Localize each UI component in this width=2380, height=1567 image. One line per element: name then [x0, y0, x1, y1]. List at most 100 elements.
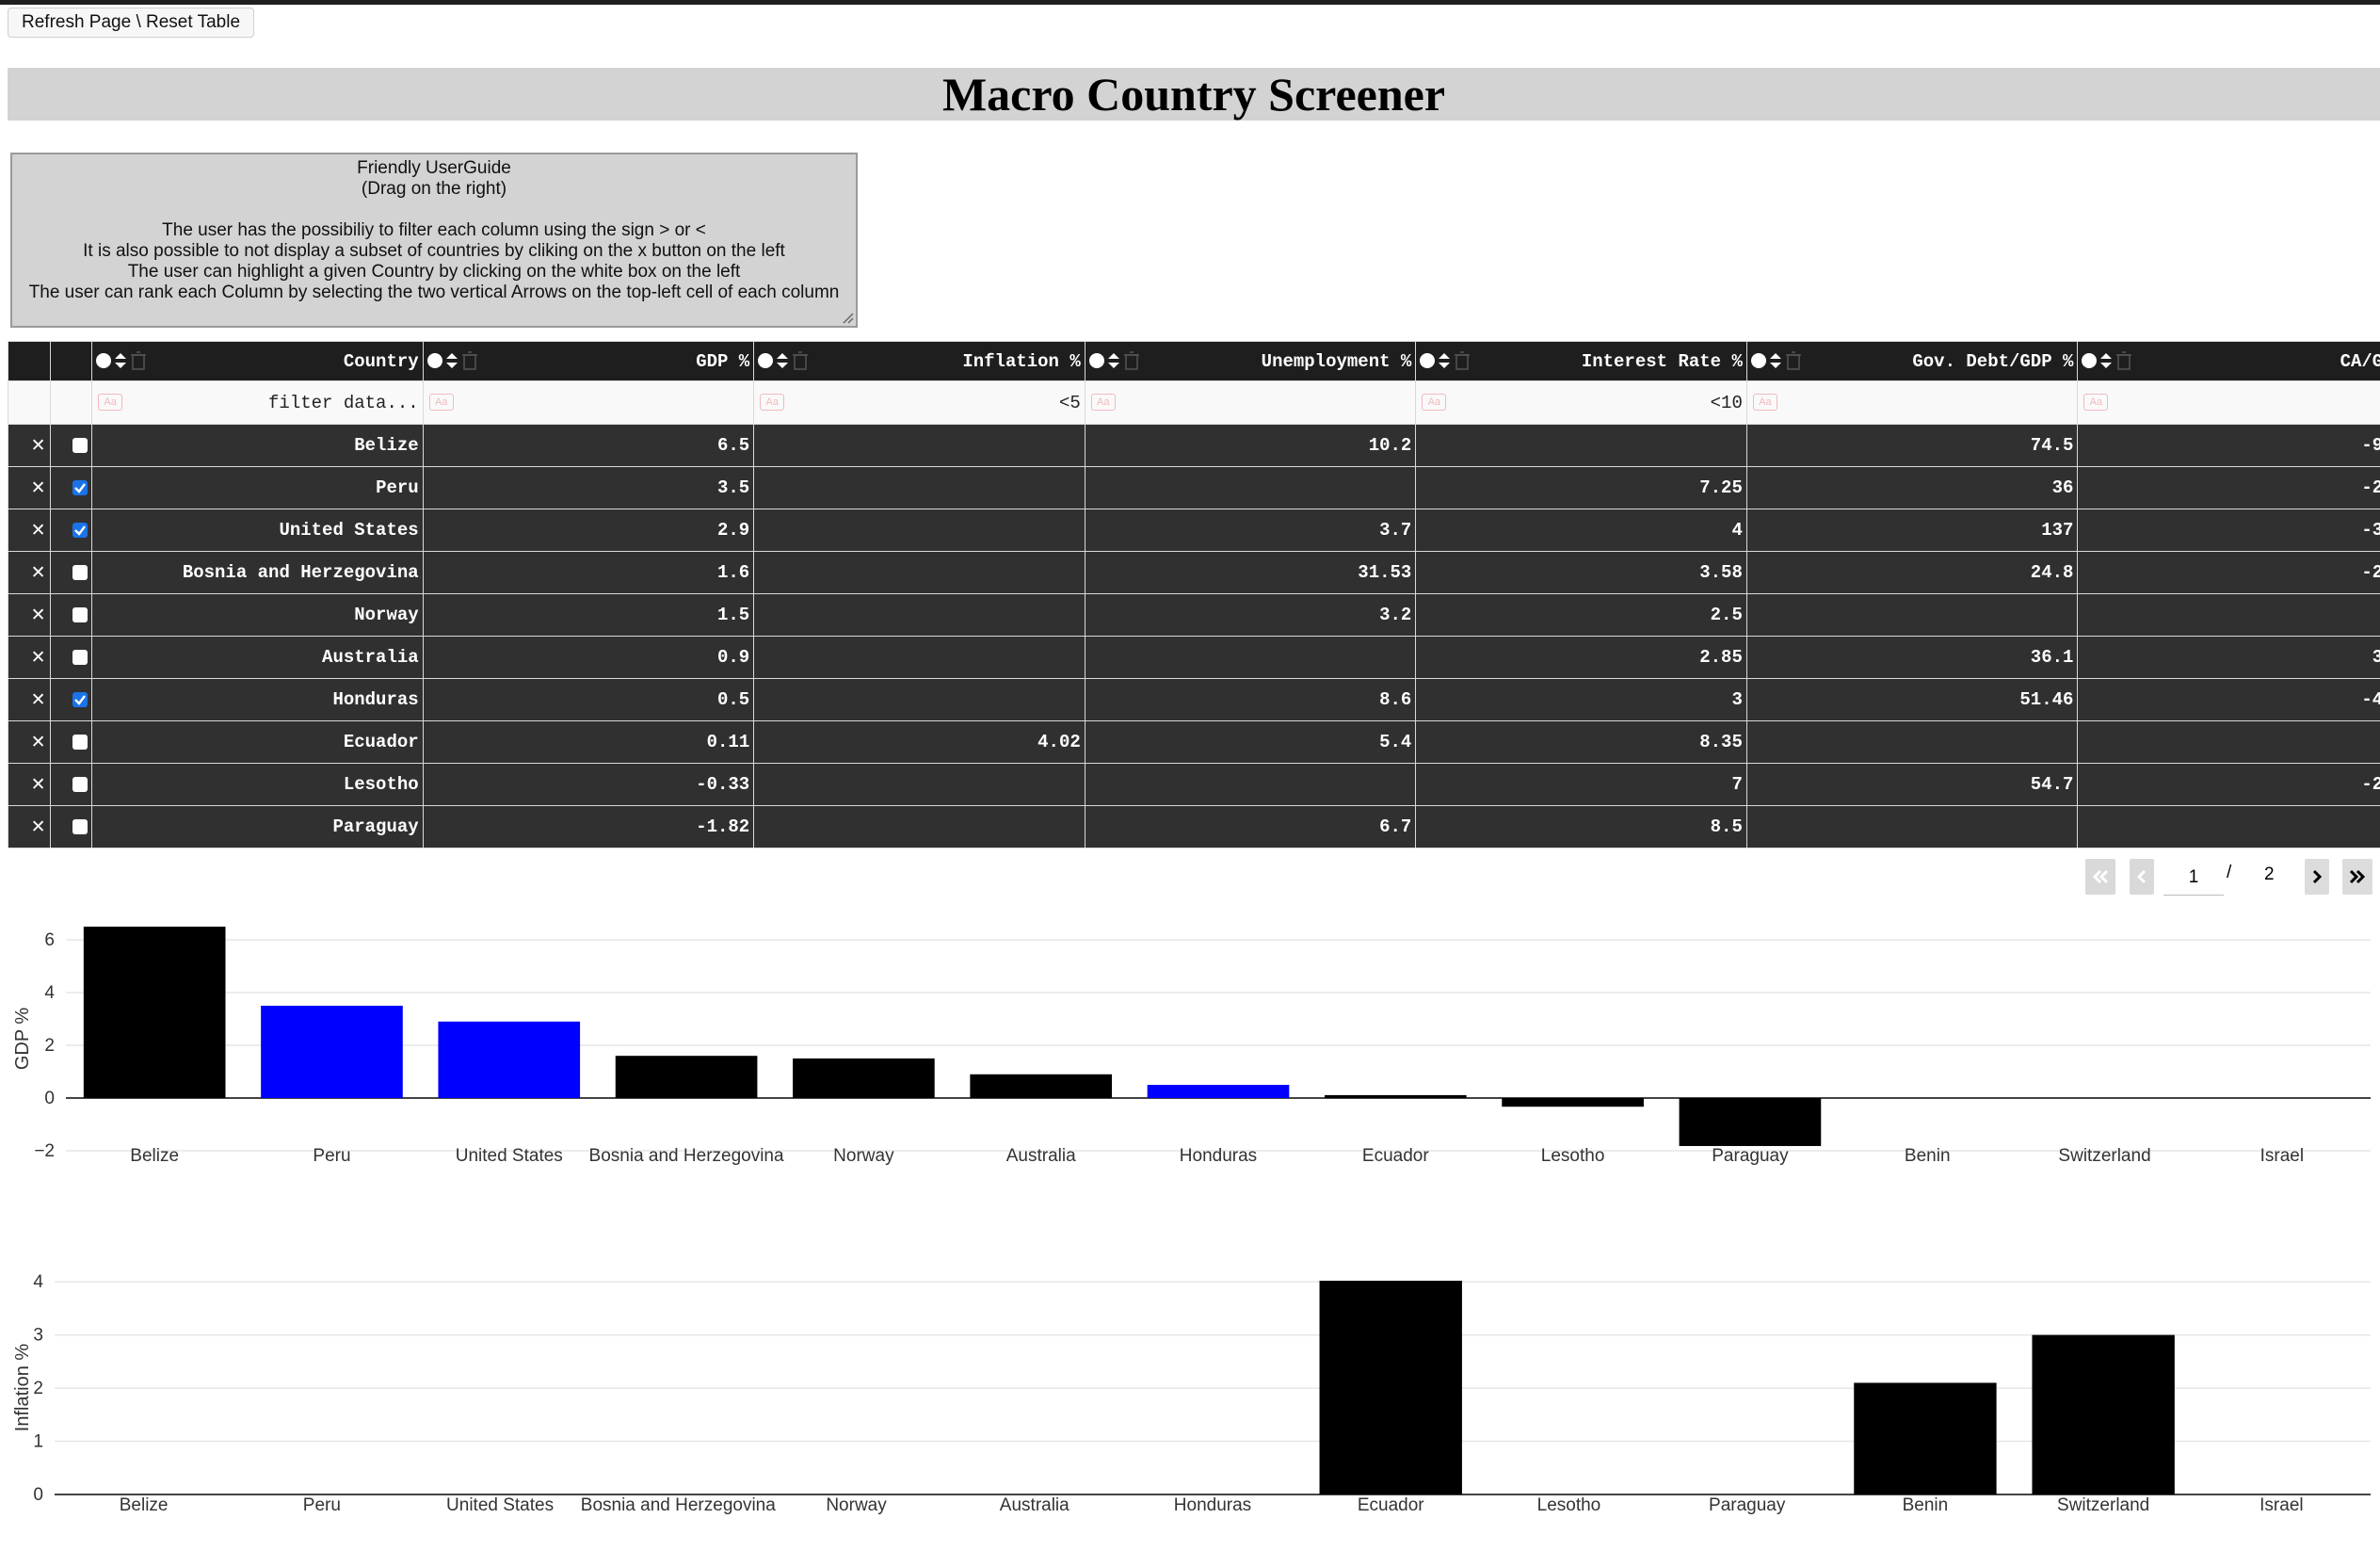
trash-icon[interactable] [1123, 350, 1140, 371]
select-column-icon[interactable] [427, 353, 442, 368]
highlight-checkbox-cell[interactable] [50, 637, 92, 679]
cell-unemployment[interactable]: 10.2 [1085, 425, 1416, 467]
trash-icon[interactable] [2115, 350, 2132, 371]
cell-gov-debt-gdp[interactable]: 74.5 [1746, 425, 2078, 467]
cell-ca-gdp[interactable] [2078, 721, 2380, 764]
cell-ca-gdp[interactable]: -4.3 [2078, 679, 2380, 721]
cell-country[interactable]: Lesotho [92, 764, 424, 806]
filter-cell-unemployment[interactable]: Aa [1085, 381, 1416, 425]
trash-icon[interactable] [1454, 350, 1471, 371]
sort-arrows-icon[interactable] [114, 351, 127, 370]
refresh-reset-button[interactable]: Refresh Page \ Reset Table [8, 8, 254, 38]
sort-arrows-icon[interactable] [1438, 351, 1451, 370]
cell-gov-debt-gdp[interactable]: 137 [1746, 509, 2078, 552]
column-header-gdp[interactable]: GDP % [423, 342, 754, 381]
column-header-interest-rate[interactable]: Interest Rate % [1416, 342, 1747, 381]
cell-country[interactable]: Peru [92, 467, 424, 509]
cell-inflation[interactable] [754, 637, 1085, 679]
delete-row-button[interactable]: ✕ [8, 764, 51, 806]
resize-grip-icon[interactable] [841, 311, 854, 324]
delete-row-button[interactable]: ✕ [8, 425, 51, 467]
cell-inflation[interactable] [754, 509, 1085, 552]
cell-country[interactable]: Bosnia and Herzegovina [92, 552, 424, 594]
cell-interest-rate[interactable]: 2.85 [1416, 637, 1747, 679]
trash-icon[interactable] [792, 350, 809, 371]
trash-icon[interactable] [461, 350, 478, 371]
sort-arrows-icon[interactable] [2099, 351, 2113, 370]
cell-gdp[interactable]: 0.11 [423, 721, 754, 764]
cell-inflation[interactable] [754, 764, 1085, 806]
sort-arrows-icon[interactable] [445, 351, 458, 370]
case-sensitive-toggle[interactable]: Aa [1753, 394, 1777, 411]
cell-interest-rate[interactable]: 8.35 [1416, 721, 1747, 764]
highlight-checkbox[interactable] [72, 692, 88, 707]
cell-gov-debt-gdp[interactable] [1746, 806, 2078, 848]
cell-gdp[interactable]: 0.5 [423, 679, 754, 721]
case-sensitive-toggle[interactable]: Aa [429, 394, 454, 411]
highlight-checkbox-cell[interactable] [50, 552, 92, 594]
cell-unemployment[interactable]: 31.53 [1085, 552, 1416, 594]
cell-gdp[interactable]: -1.82 [423, 806, 754, 848]
cell-inflation[interactable] [754, 552, 1085, 594]
delete-row-button[interactable]: ✕ [8, 679, 51, 721]
cell-unemployment[interactable]: 3.7 [1085, 509, 1416, 552]
highlight-checkbox[interactable] [72, 819, 88, 834]
cell-inflation[interactable] [754, 594, 1085, 637]
delete-row-button[interactable]: ✕ [8, 637, 51, 679]
cell-inflation[interactable] [754, 425, 1085, 467]
column-header-unemployment[interactable]: Unemployment % [1085, 342, 1416, 381]
cell-ca-gdp[interactable]: -9.2 [2078, 425, 2380, 467]
case-sensitive-toggle[interactable]: Aa [98, 394, 122, 411]
cell-inflation[interactable] [754, 679, 1085, 721]
case-sensitive-toggle[interactable]: Aa [2083, 394, 2108, 411]
filter-cell-interest-rate[interactable]: Aa <10 [1416, 381, 1747, 425]
cell-gov-debt-gdp[interactable]: 36.1 [1746, 637, 2078, 679]
cell-interest-rate[interactable]: 7.25 [1416, 467, 1747, 509]
cell-unemployment[interactable]: 6.7 [1085, 806, 1416, 848]
cell-country[interactable]: Ecuador [92, 721, 424, 764]
delete-row-button[interactable]: ✕ [8, 509, 51, 552]
select-column-icon[interactable] [1089, 353, 1104, 368]
case-sensitive-toggle[interactable]: Aa [1091, 394, 1116, 411]
filter-cell-ca-gdp[interactable]: Aa [2078, 381, 2380, 425]
cell-unemployment[interactable] [1085, 764, 1416, 806]
cell-gdp[interactable]: 0.9 [423, 637, 754, 679]
last-page-button[interactable] [2342, 859, 2372, 895]
cell-gov-debt-gdp[interactable]: 24.8 [1746, 552, 2078, 594]
cell-inflation[interactable]: 4.02 [754, 721, 1085, 764]
highlight-checkbox[interactable] [72, 523, 88, 538]
highlight-checkbox[interactable] [72, 438, 88, 453]
cell-inflation[interactable] [754, 806, 1085, 848]
first-page-button[interactable] [2085, 859, 2115, 895]
cell-gdp[interactable]: 1.6 [423, 552, 754, 594]
highlight-checkbox[interactable] [72, 650, 88, 665]
highlight-checkbox-cell[interactable] [50, 509, 92, 552]
cell-country[interactable]: Belize [92, 425, 424, 467]
cell-unemployment[interactable] [1085, 467, 1416, 509]
delete-row-button[interactable]: ✕ [8, 467, 51, 509]
user-guide-textarea[interactable]: Friendly UserGuide (Drag on the right) T… [10, 153, 858, 328]
highlight-checkbox-cell[interactable] [50, 425, 92, 467]
highlight-checkbox-cell[interactable] [50, 721, 92, 764]
cell-unemployment[interactable]: 5.4 [1085, 721, 1416, 764]
highlight-checkbox-cell[interactable] [50, 594, 92, 637]
select-column-icon[interactable] [758, 353, 773, 368]
cell-gdp[interactable]: 1.5 [423, 594, 754, 637]
select-column-icon[interactable] [1751, 353, 1766, 368]
cell-gdp[interactable]: -0.33 [423, 764, 754, 806]
highlight-checkbox[interactable] [72, 735, 88, 750]
select-column-icon[interactable] [2082, 353, 2097, 368]
highlight-checkbox[interactable] [72, 480, 88, 495]
cell-gov-debt-gdp[interactable]: 54.7 [1746, 764, 2078, 806]
filter-cell-gdp[interactable]: Aa [423, 381, 754, 425]
cell-ca-gdp[interactable]: 3.2 [2078, 637, 2380, 679]
page-number-input[interactable] [2163, 861, 2224, 896]
cell-interest-rate[interactable]: 7 [1416, 764, 1747, 806]
cell-unemployment[interactable]: 3.2 [1085, 594, 1416, 637]
delete-row-button[interactable]: ✕ [8, 721, 51, 764]
column-header-country[interactable]: Country [92, 342, 424, 381]
highlight-checkbox-cell[interactable] [50, 679, 92, 721]
highlight-checkbox[interactable] [72, 607, 88, 622]
trash-icon[interactable] [1785, 350, 1802, 371]
cell-gdp[interactable]: 2.9 [423, 509, 754, 552]
